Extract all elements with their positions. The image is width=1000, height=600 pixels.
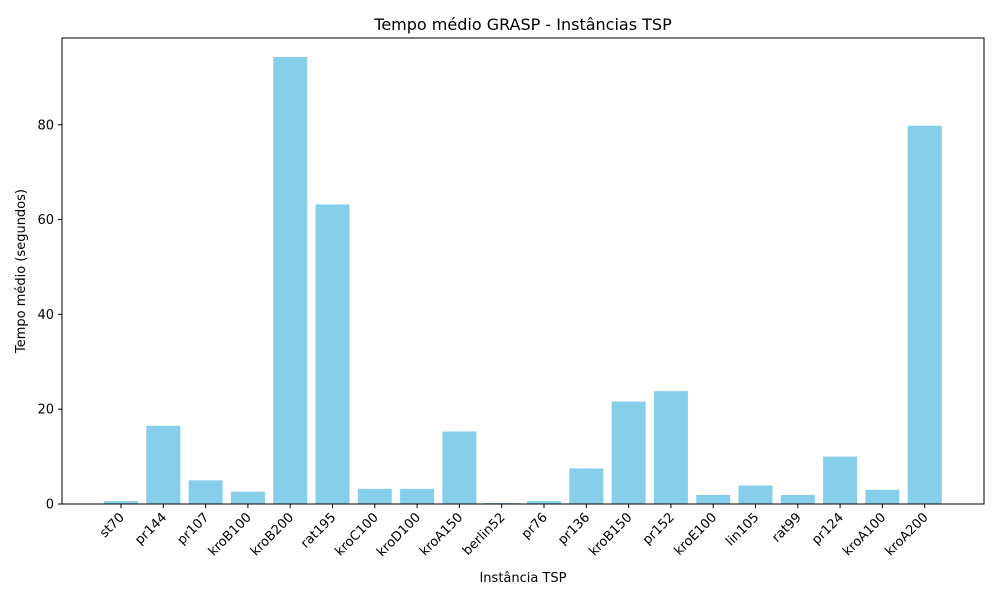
- x-tick-label: kroB100: [206, 510, 255, 559]
- x-tick-label: kroA100: [840, 510, 889, 559]
- x-tick-label: kroA200: [883, 510, 932, 559]
- bar-kroB150: [611, 401, 646, 504]
- x-tick-label: pr124: [809, 510, 847, 548]
- x-tick-label: kroB150: [586, 510, 635, 559]
- x-tick-label: pr136: [555, 510, 593, 548]
- bar-st70: [104, 501, 138, 504]
- x-tick-label: lin105: [723, 510, 762, 549]
- bar-kroE100: [696, 494, 731, 504]
- bar-pr144: [146, 425, 181, 504]
- x-tick-label: pr76: [519, 510, 551, 542]
- bar-pr107: [188, 480, 223, 504]
- bar-rat99: [780, 494, 815, 504]
- y-tick-label: 20: [37, 403, 54, 418]
- x-tick-label: kroD100: [374, 510, 424, 560]
- bar-kroA150: [442, 431, 477, 504]
- x-tick-label: kroC100: [333, 510, 382, 559]
- plot-frame: [61, 37, 985, 505]
- x-tick-label: pr144: [132, 510, 170, 548]
- bar-kroC100: [357, 488, 392, 504]
- bar-pr124: [823, 456, 858, 504]
- x-tick-label: kroB200: [248, 510, 297, 559]
- y-axis-title: Tempo médio (segundos): [14, 189, 29, 354]
- chart-title: Tempo médio GRASP - Instâncias TSP: [373, 15, 672, 34]
- bar-kroA100: [865, 489, 900, 504]
- x-tick-label: berlin52: [460, 510, 509, 559]
- bars-group: [104, 56, 942, 505]
- bar-kroB100: [230, 491, 265, 504]
- bar-lin105: [738, 485, 773, 504]
- x-tick-label: rat195: [298, 510, 339, 551]
- bar-kroD100: [400, 488, 435, 504]
- y-axis-ticks: 0 20 40 60 80: [37, 118, 62, 513]
- x-tick-label: kroA150: [417, 510, 466, 559]
- x-tick-label: st70: [97, 510, 128, 541]
- bar-pr152: [653, 391, 688, 504]
- y-tick-label: 40: [37, 308, 54, 323]
- bar-pr136: [569, 468, 604, 504]
- bar-kroA200: [907, 125, 942, 504]
- x-tick-label: rat99: [769, 510, 804, 545]
- x-axis-title: Instância TSP: [479, 571, 566, 586]
- y-tick-label: 60: [37, 213, 54, 228]
- x-tick-label: pr152: [640, 510, 678, 548]
- bar-pr76: [527, 501, 561, 504]
- x-tick-label: pr107: [175, 510, 213, 548]
- x-tick-label: kroE100: [672, 510, 720, 558]
- bar-rat195: [315, 204, 350, 504]
- y-tick-label: 0: [46, 498, 54, 513]
- bar-kroB200: [273, 56, 308, 505]
- y-tick-label: 80: [37, 118, 54, 133]
